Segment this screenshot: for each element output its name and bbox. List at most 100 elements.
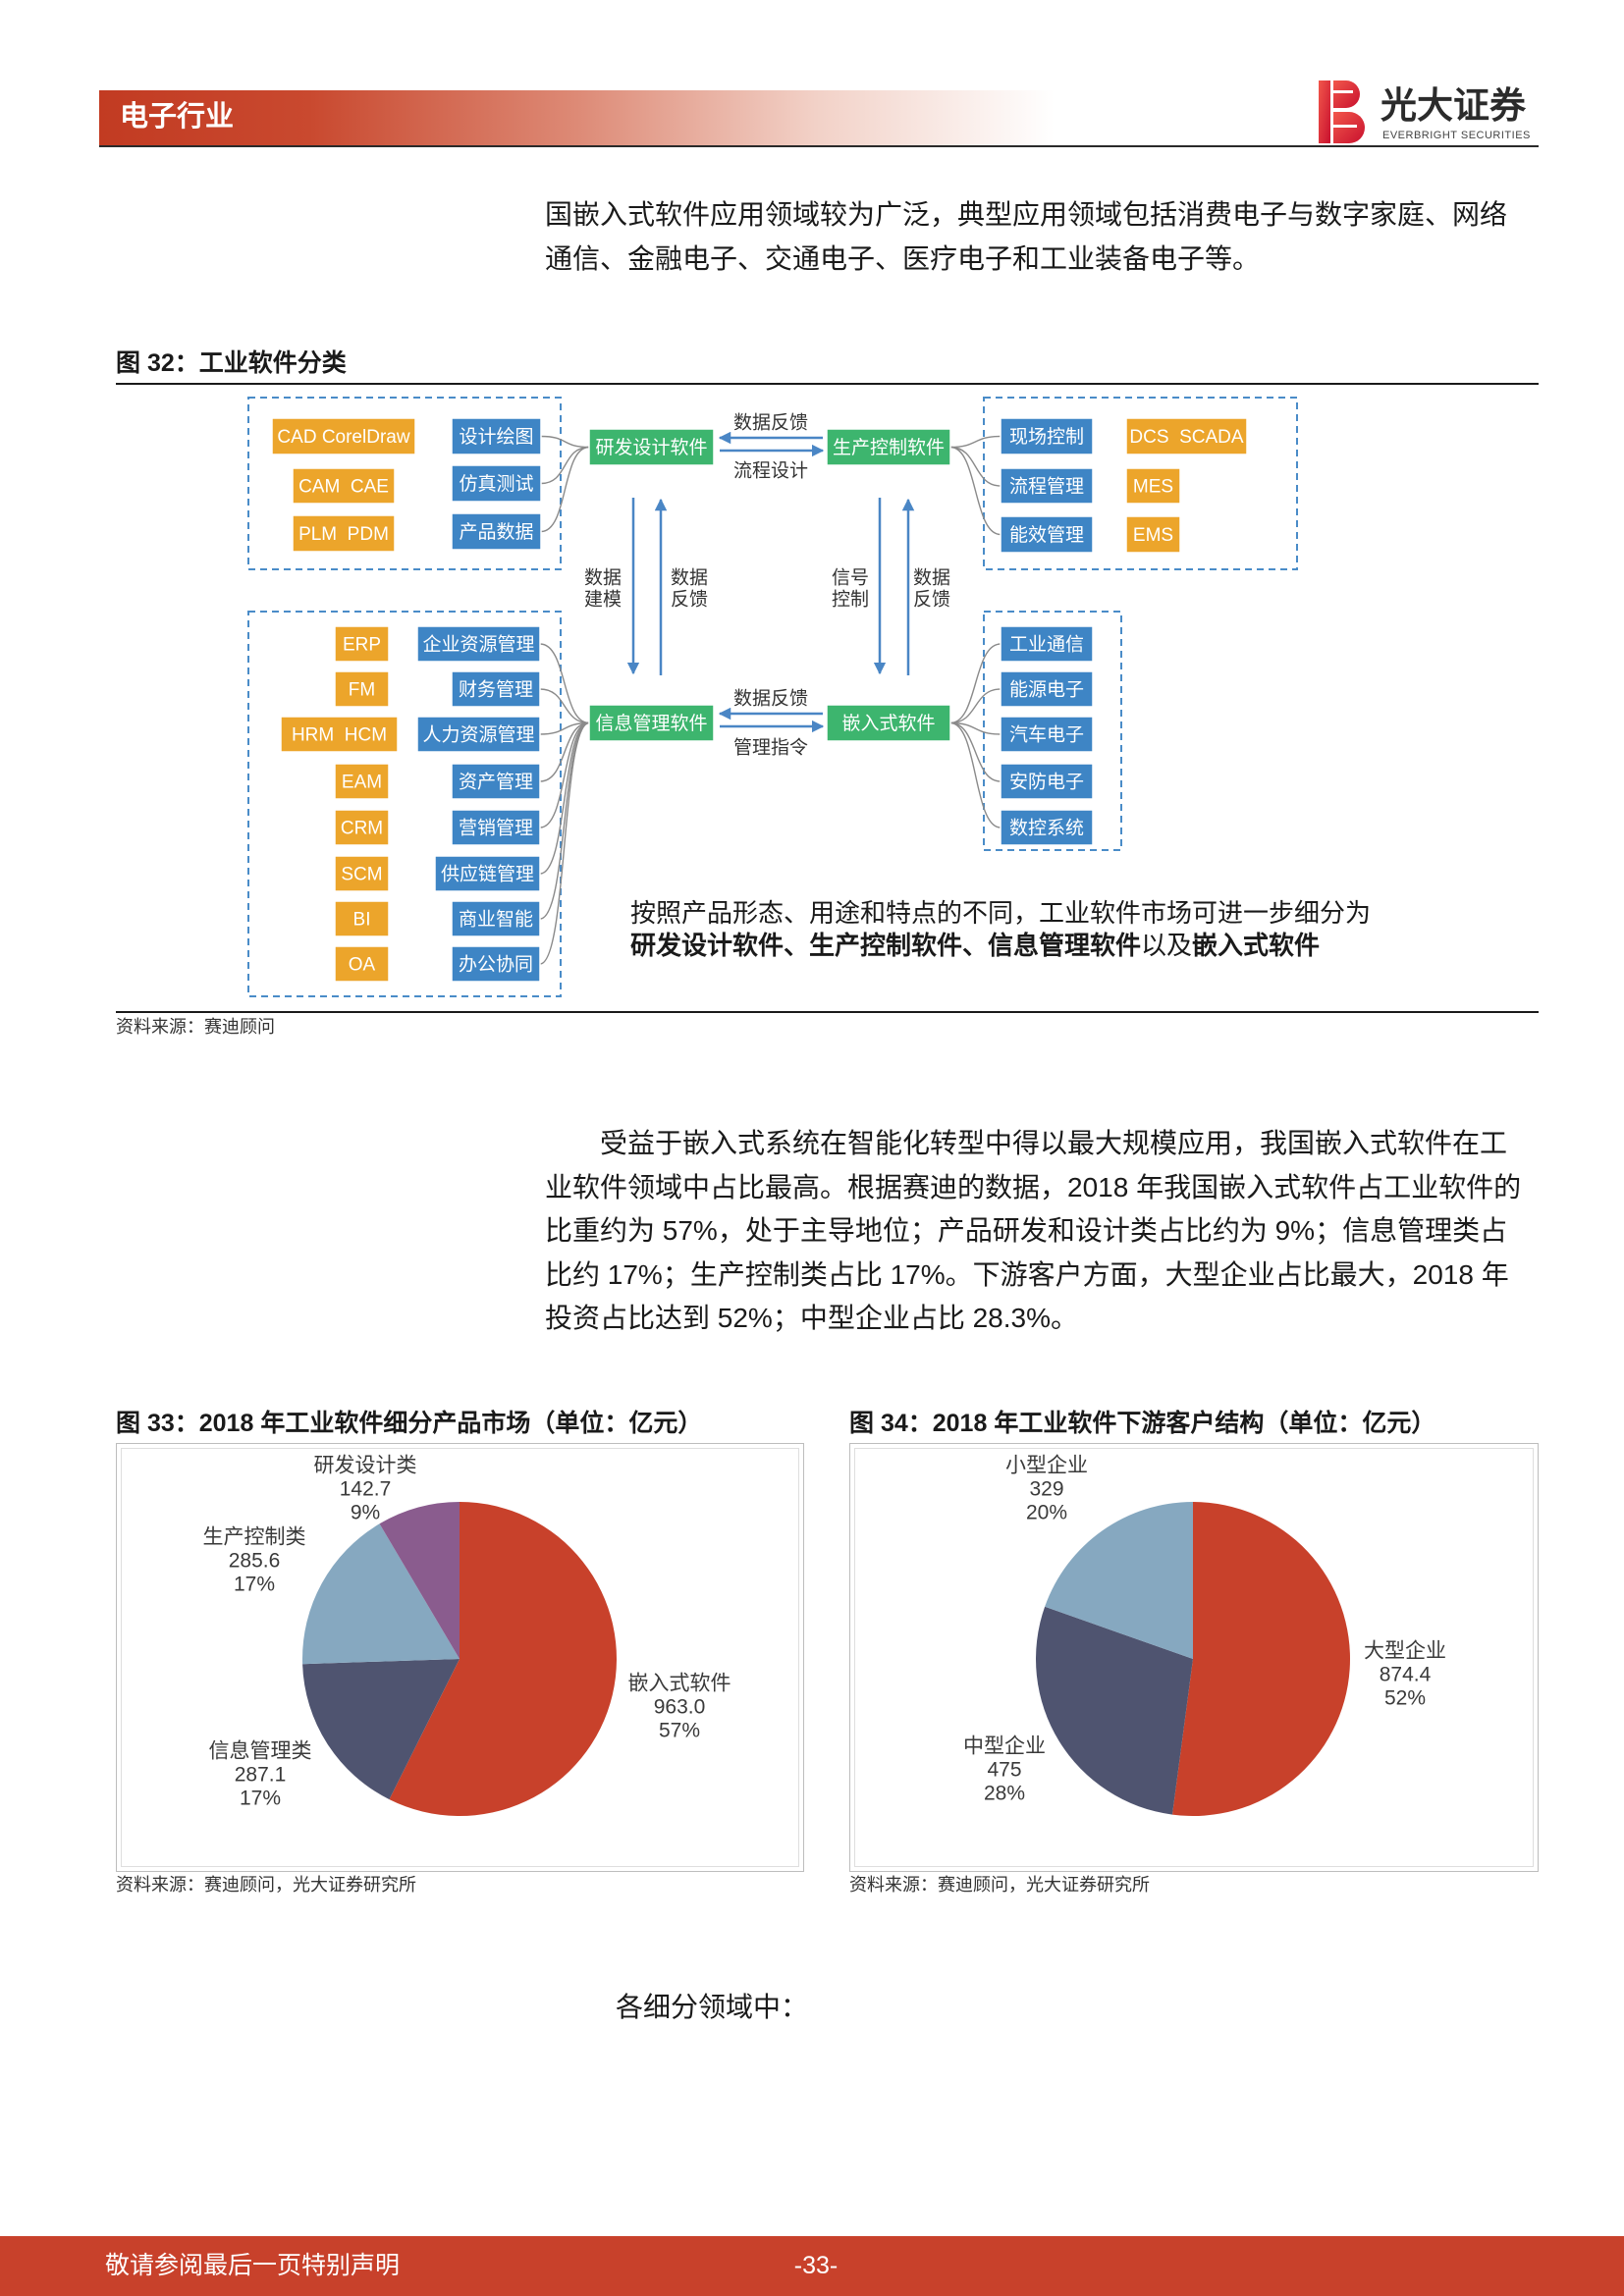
note-bold-text: 嵌入式软件 — [1192, 931, 1320, 960]
tool-box: ERP — [334, 625, 390, 663]
flow-label: 反馈 — [671, 589, 708, 611]
pie-slice-1 — [389, 1502, 617, 1817]
module-box: 财务管理 — [451, 670, 541, 708]
figure33-caption: 图 33：2018 年工业软件细分产品市场（单位：亿元） — [116, 1410, 703, 1437]
tool-box-background — [334, 945, 390, 983]
module-box-label: 仿真测试 — [459, 473, 533, 495]
tool-box-background — [1125, 417, 1248, 455]
connector-line — [949, 446, 1001, 487]
slice-name-label: 生产控制类 — [203, 1526, 306, 1549]
module-box-background — [451, 945, 541, 983]
slice-percent-label: 28% — [984, 1783, 1025, 1805]
module-box-background — [1000, 670, 1094, 708]
slice-name-label: 大型企业 — [1364, 1640, 1446, 1663]
flow-label: 信号 — [832, 567, 869, 589]
connector-line — [539, 643, 590, 724]
flow-label: 反馈 — [913, 589, 950, 611]
slice-value-label: 963.0 — [654, 1696, 706, 1719]
module-box-label: 流程管理 — [1009, 476, 1084, 498]
module-box: 仿真测试 — [451, 464, 542, 503]
diagram-note-line1: 按照产品形态、用途和特点的不同，工业软件市场可进一步细分为 — [630, 898, 1371, 928]
connector-line — [540, 435, 590, 449]
module-box: 产品数据 — [451, 512, 542, 551]
module-box: 流程管理 — [1000, 467, 1094, 505]
module-box: 汽车电子 — [1000, 716, 1094, 753]
flow-label: 数据反馈 — [733, 412, 808, 434]
slice-value-label: 285.6 — [229, 1550, 281, 1573]
tool-box: CRM — [334, 809, 390, 846]
module-box-label: 设计绘图 — [459, 426, 533, 448]
module-box: 现场控制 — [1000, 417, 1094, 455]
category-box-background — [826, 704, 951, 742]
intro-paragraph-line: 通信、金融电子、交通电子、医疗电子和工业装备电子等。 — [545, 242, 1261, 274]
tool-box: HRM HCM — [280, 716, 399, 753]
tool-box-background — [292, 467, 396, 505]
module-box-background — [1000, 716, 1094, 753]
module-box-background — [434, 855, 541, 892]
category-box-label: 研发设计软件 — [595, 437, 707, 458]
module-box-label: 能源电子 — [1009, 679, 1084, 701]
slice-name-label: 小型企业 — [1005, 1455, 1088, 1477]
connector-line — [949, 643, 1001, 724]
tool-box-label: PLM PDM — [298, 524, 389, 545]
tool-box-label: EAM — [342, 773, 382, 793]
header-rule — [99, 145, 1539, 147]
figure33-source: 资料来源：赛迪顾问，光大证券研究所 — [116, 1875, 416, 1895]
slice-percent-label: 57% — [659, 1720, 700, 1742]
tool-box-background — [334, 670, 390, 708]
category-box: 嵌入式软件 — [826, 704, 951, 742]
flow-label: 管理指令 — [733, 737, 808, 759]
module-box: 供应链管理 — [434, 855, 541, 892]
pie-slice-3 — [1045, 1502, 1193, 1659]
module-box-background — [451, 809, 541, 846]
body-paragraph-line: 受益于嵌入式系统在智能化转型中得以最大规模应用，我国嵌入式软件在工 — [600, 1128, 1508, 1158]
category-box-background — [826, 428, 951, 466]
tool-box-background — [334, 625, 390, 663]
module-box-label: 安防电子 — [1009, 772, 1084, 793]
module-box-label: 企业资源管理 — [422, 634, 534, 656]
tool-box-label: BI — [353, 910, 371, 931]
tool-box-background — [334, 900, 390, 937]
module-box-label: 产品数据 — [459, 521, 533, 543]
figure34-caption: 图 34：2018 年工业软件下游客户结构（单位：亿元） — [849, 1410, 1436, 1437]
module-box-background — [451, 900, 541, 937]
slice-percent-label: 52% — [1384, 1687, 1426, 1710]
figure32-source: 资料来源：赛迪顾问 — [116, 1017, 275, 1037]
intro-paragraph-line: 国嵌入式软件应用领域较为广泛，典型应用领域包括消费电子与数字家庭、网络 — [545, 199, 1508, 230]
connector-line — [539, 721, 590, 828]
tool-box-label: MES — [1133, 477, 1173, 498]
header-bar — [99, 90, 1055, 146]
connector-line — [949, 446, 1001, 536]
everbright-logo-icon — [1319, 80, 1365, 143]
pie-slice-1 — [1171, 1502, 1350, 1816]
logo-name-en: EVERBRIGHT SECURITIES — [1382, 130, 1531, 141]
footer-bar — [0, 2236, 1624, 2296]
module-box-background — [451, 670, 541, 708]
slice-percent-label: 20% — [1026, 1502, 1067, 1524]
connector-line — [539, 721, 590, 965]
tool-box: EAM — [334, 763, 390, 800]
flow-label: 数据 — [671, 567, 708, 589]
module-box-background — [451, 763, 541, 800]
slice-value-label: 142.7 — [340, 1478, 392, 1501]
tool-box: FM — [334, 670, 390, 708]
intro-paragraph: 国嵌入式软件应用领域较为广泛，典型应用领域包括消费电子与数字家庭、网络 通信、金… — [545, 193, 1507, 281]
connector-line — [949, 721, 1001, 828]
tool-box-background — [334, 763, 390, 800]
slice-value-label: 475 — [987, 1759, 1021, 1782]
tool-box: BI — [334, 900, 390, 937]
figure34-frame — [849, 1443, 1539, 1872]
module-box-label: 资产管理 — [459, 772, 533, 793]
figure34-source: 资料来源：赛迪顾问，光大证券研究所 — [849, 1875, 1150, 1895]
pie-slice-2 — [302, 1659, 460, 1800]
module-box: 企业资源管理 — [416, 625, 541, 663]
category-box: 信息管理软件 — [588, 704, 715, 742]
module-box-label: 现场控制 — [1009, 426, 1084, 448]
footer-disclaimer: 敬请参阅最后一页特别声明 — [105, 2252, 401, 2279]
tool-box: MES — [1125, 467, 1181, 505]
